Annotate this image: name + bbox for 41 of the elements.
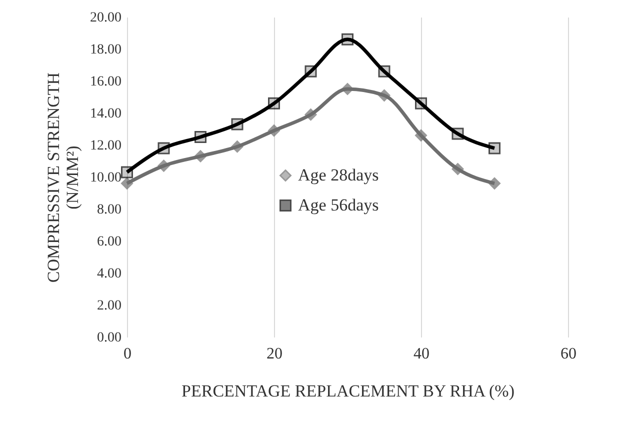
point xyxy=(415,97,427,110)
point xyxy=(194,150,206,162)
point xyxy=(158,142,170,154)
point xyxy=(452,128,464,140)
y-tick-label: 0.00 xyxy=(97,330,122,346)
y-tick-label: 20.00 xyxy=(90,10,122,26)
x-tick-label: 20 xyxy=(266,346,282,362)
y-axis-title: COMPRESSIVE STRENGTH (N/MM²) xyxy=(44,72,82,283)
x-tick-label: 0 xyxy=(124,346,132,362)
y-tick-label: 10.00 xyxy=(90,170,122,186)
point xyxy=(121,166,133,178)
point xyxy=(415,129,427,142)
point xyxy=(378,65,390,78)
point xyxy=(304,108,317,121)
legend-label: Age 28days xyxy=(298,166,379,184)
point xyxy=(304,65,317,78)
point xyxy=(268,124,280,137)
point xyxy=(488,142,500,154)
y-tick-label: 16.00 xyxy=(90,74,122,90)
legend-label: Age 56days xyxy=(298,196,379,214)
point xyxy=(378,89,390,102)
point xyxy=(231,118,244,130)
y-tick-label: 12.00 xyxy=(90,138,122,154)
point xyxy=(121,177,133,190)
y-tick-label: 4.00 xyxy=(97,266,122,282)
x-axis-title: PERCENTAGE REPLACEMENT BY RHA (%) xyxy=(182,382,514,400)
x-tick-label: 40 xyxy=(414,346,430,362)
y-tick-label: 8.00 xyxy=(97,202,122,218)
y-tick-label: 14.00 xyxy=(90,106,122,122)
point xyxy=(194,131,206,143)
point xyxy=(342,83,354,95)
point xyxy=(158,160,170,172)
y-tick-label: 18.00 xyxy=(90,42,122,58)
point xyxy=(342,33,354,46)
y-tick-label: 6.00 xyxy=(97,234,122,250)
point xyxy=(231,140,244,153)
y-tick-label: 2.00 xyxy=(97,298,122,314)
point xyxy=(452,163,464,175)
point xyxy=(268,97,280,110)
x-tick-label: 60 xyxy=(560,346,576,362)
point xyxy=(488,177,500,190)
